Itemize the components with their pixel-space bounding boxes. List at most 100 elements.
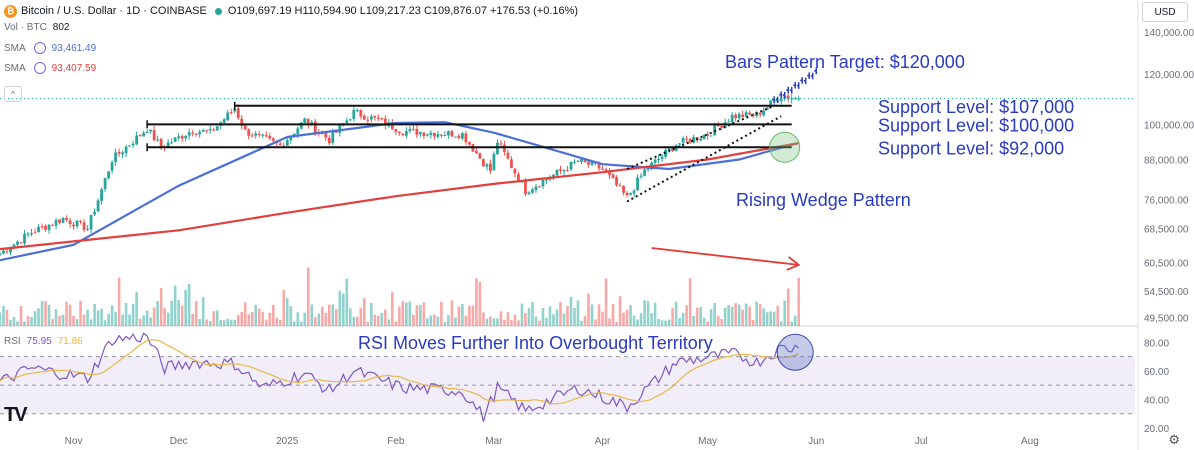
candle-body — [499, 143, 503, 145]
volume-bar — [702, 318, 706, 326]
candle — [107, 171, 110, 180]
wedge-pattern-label: Rising Wedge Pattern — [736, 190, 911, 210]
candle — [93, 208, 96, 217]
candle — [786, 93, 790, 103]
candle-body — [685, 138, 689, 140]
volume-bar — [580, 320, 583, 326]
candle — [527, 191, 531, 196]
volume-bar — [587, 293, 590, 326]
candle-body — [324, 132, 328, 138]
candle-body — [506, 152, 510, 159]
candle-body — [12, 244, 16, 249]
volume-bar — [503, 319, 506, 326]
candle-body — [432, 132, 436, 137]
candle-body — [47, 224, 51, 231]
volume-bar — [429, 315, 433, 326]
candle-body — [54, 220, 58, 226]
volume-legend[interactable]: Vol · BTC 802 — [4, 22, 69, 33]
volume-bar — [264, 319, 268, 326]
collapse-legend-button[interactable]: ^ — [4, 86, 22, 102]
candle-body — [457, 135, 461, 139]
gear-icon[interactable]: ⚙ — [1168, 432, 1180, 447]
candle-body — [702, 135, 706, 140]
sma-legend-1[interactable]: SMA 93,461.49 — [4, 42, 96, 54]
volume-bar — [629, 305, 632, 326]
candle — [793, 97, 797, 101]
candle — [128, 145, 132, 147]
symbol-title[interactable]: Bitcoin / U.S. Dollar · 1D · COINBASE — [21, 5, 207, 17]
currency-button[interactable]: USD — [1142, 2, 1188, 22]
candle-body — [366, 119, 370, 121]
candle-body — [653, 159, 657, 163]
volume-bar — [772, 311, 776, 326]
candle-body — [401, 133, 405, 136]
volume-bar — [454, 317, 457, 326]
volume-bar — [152, 307, 156, 326]
volume-bar — [524, 313, 527, 326]
candle — [229, 108, 233, 115]
candle — [720, 125, 724, 131]
volume-bar — [366, 321, 370, 326]
candle-body — [541, 180, 545, 187]
volume-bar — [271, 304, 275, 326]
volume-bar — [401, 301, 405, 326]
candle-body — [65, 217, 68, 220]
candle-body — [23, 233, 26, 244]
sma-legend-2[interactable]: SMA 93,407.59 — [4, 62, 96, 74]
candle — [96, 198, 100, 213]
candle — [173, 136, 177, 142]
candle — [629, 192, 632, 196]
volume-bar — [594, 319, 597, 326]
candle — [762, 107, 766, 117]
volume-bar — [170, 300, 173, 326]
candle-body — [786, 95, 790, 99]
price-axis-tick-label: 49,500.00 — [1144, 314, 1189, 325]
price-axis-tick-label: 140,000.00 — [1144, 28, 1194, 39]
candle-body — [573, 161, 576, 163]
rsi-legend[interactable]: RSI 75.95 71.86 — [4, 336, 83, 347]
volume-bar — [471, 305, 475, 326]
candle-body — [352, 109, 356, 119]
candle-body — [313, 121, 317, 133]
eye-icon[interactable] — [33, 62, 46, 74]
candle — [741, 110, 745, 118]
candle — [58, 219, 61, 225]
candle — [30, 229, 33, 237]
candle-body — [720, 125, 724, 128]
volume-bar — [636, 319, 639, 326]
candle-body — [492, 154, 496, 171]
eye-icon[interactable] — [33, 42, 46, 54]
volume-bar — [342, 293, 345, 326]
volume-bar — [79, 300, 82, 326]
candle-body — [793, 97, 797, 99]
volume-bar — [485, 318, 489, 326]
candle-body — [706, 134, 710, 136]
volume-bar — [615, 322, 618, 326]
candle-body — [212, 129, 216, 131]
tradingview-logo[interactable]: TV — [4, 404, 28, 426]
volume-bar — [19, 306, 23, 326]
candle-body — [86, 228, 89, 230]
volume-bar — [506, 311, 510, 326]
candle — [89, 214, 93, 234]
volume-bar — [219, 320, 222, 326]
candle — [75, 220, 79, 229]
candle — [489, 159, 492, 175]
volume-bar — [12, 317, 16, 326]
candle-body — [30, 233, 33, 235]
rsi-ma-line — [0, 339, 799, 405]
candle — [201, 128, 205, 133]
candle-body — [201, 130, 205, 132]
volume-bar — [513, 314, 517, 326]
candle-body — [103, 178, 107, 190]
volume-bar — [433, 314, 436, 326]
volume-bar — [198, 318, 201, 326]
candle-body — [268, 135, 272, 139]
support-level-label: Support Level: $92,000 — [878, 138, 1064, 158]
candle-body — [51, 225, 54, 227]
candle-body — [142, 132, 146, 137]
candle-body — [33, 232, 37, 234]
volume-bar — [667, 319, 671, 326]
volume-bar — [278, 319, 282, 326]
